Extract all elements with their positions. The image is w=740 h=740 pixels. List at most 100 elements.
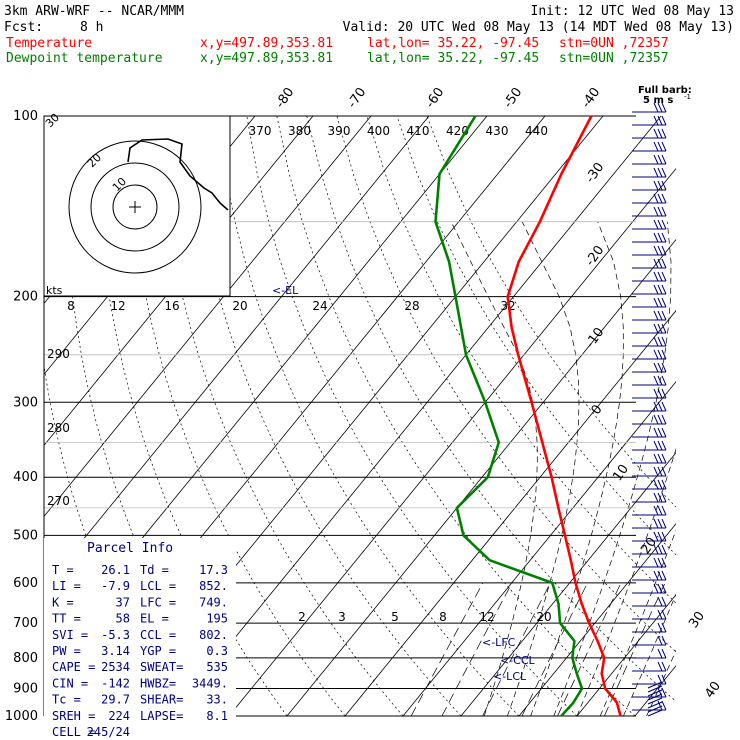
wind-barb-flag [657, 700, 663, 711]
dry-adiabat-0 [186, 116, 462, 716]
wind-barb-flag [657, 141, 663, 152]
parcel-row-5-col-0: PW = [52, 644, 81, 658]
temp-legend-xy: x,y=497.89,353.81 [200, 36, 333, 51]
wind-barb-flag [661, 505, 667, 516]
isotherm--100 [44, 116, 372, 518]
wind-barb-flag [661, 440, 667, 451]
el-marker: <-EL [272, 284, 299, 297]
wind-barb-flag [653, 180, 659, 191]
wind-barb-flag [657, 401, 663, 412]
wind-barb-flag [657, 362, 663, 373]
parcel-row-2-col-0: K = [52, 595, 74, 609]
wind-barb-flag [661, 310, 667, 321]
pressure-tick-600: 600 [13, 576, 38, 591]
wind-barb-flag [657, 648, 663, 659]
wind-barb-flag [661, 635, 667, 646]
wind-barb-flag [661, 349, 667, 360]
parcel-row-6-col-3: 535 [206, 660, 228, 674]
wind-barb-flag [653, 427, 659, 438]
parcel-row-8-col-3: 33. [206, 693, 228, 707]
isotherm-label-top--50: -50 [501, 85, 525, 111]
wind-barb-flag [661, 544, 667, 555]
wind-barb-flag [661, 609, 667, 620]
wind-barb-flag [657, 271, 663, 282]
wind-barb-flag [657, 154, 663, 165]
pressure-tick-200: 200 [13, 290, 38, 305]
moist-adiabat-12 [530, 221, 624, 716]
wind-barb-flag [661, 258, 667, 269]
isotherm--30 [286, 239, 676, 716]
wind-barb-flag [661, 583, 667, 594]
parcel-row-1-col-1: -7.9 [101, 579, 130, 593]
wind-barb-flag [657, 167, 663, 178]
parcel-row-7-col-0: CIN = [52, 676, 88, 690]
theta-e-label-410: 410 [407, 124, 430, 138]
wind-barb-flag [661, 401, 667, 412]
parcel-row-7-col-1: -142 [101, 676, 130, 690]
wind-barb-flag [653, 297, 659, 308]
theta-e-label-370: 370 [249, 124, 272, 138]
wind-barb-flag [653, 336, 659, 347]
parcel-row-6-col-2: SWEAT= [140, 660, 183, 674]
theta-label-270: 270 [47, 494, 70, 508]
wind-barb-flag [661, 687, 667, 698]
wind-barb-flag [661, 518, 667, 529]
wind-barb-flag [661, 388, 667, 399]
mixing-ratio-2 [410, 582, 484, 716]
parcel-row-1-col-2: LCL = [140, 579, 176, 593]
wind-barb-flag [657, 687, 663, 698]
wind-barb-flag [661, 336, 667, 347]
wind-barb-flag [661, 596, 667, 607]
parcel-row-7-col-3: 3449. [192, 676, 228, 690]
isotherm-10 [518, 523, 676, 716]
isotherm-label-top--70: -70 [345, 85, 369, 111]
wind-barb-flag [657, 596, 663, 607]
moist-adiabat-24 [599, 529, 676, 716]
mixing-label-lower-12: 12 [479, 610, 494, 624]
wind-barb-flag [661, 648, 667, 659]
temp-legend-stn: stn=0UN ,72357 [559, 36, 669, 51]
wind-barb-flag [657, 453, 663, 464]
wind-barb-flag [653, 284, 659, 295]
isotherm--110 [44, 116, 314, 447]
wind-barb-flag [661, 271, 667, 282]
wind-barb-flag [653, 141, 659, 152]
wind-barb-flag [657, 193, 663, 204]
wind-barb-flag [661, 297, 667, 308]
wind-barb-flag [657, 414, 663, 425]
wind-barb-flag [657, 505, 663, 516]
parcel-row-9-col-1: 224 [108, 709, 130, 723]
wind-barb-flag [661, 180, 667, 191]
fcst-value: 8 h [80, 20, 103, 35]
mixing-ratio-5 [482, 582, 551, 716]
parcel-row-10-col-1: 245/24 [87, 725, 130, 739]
dry-adiabat-20 [246, 116, 578, 716]
moist-adiabat-8 [507, 221, 580, 716]
wind-barb-flag [661, 453, 667, 464]
wind-barb-low [647, 693, 663, 701]
dry-adiabat-50 [336, 116, 676, 653]
pressure-tick-500: 500 [13, 528, 38, 543]
wind-barb-flag [653, 453, 659, 464]
hodograph-frame [43, 115, 231, 297]
pressure-tick-1000: 1000 [5, 709, 38, 724]
mixing-label-upper-16: 16 [164, 299, 179, 313]
wind-barb-flag [653, 505, 659, 516]
wind-barb-flag [657, 102, 663, 113]
parcel-row-8-col-1: 29.7 [101, 693, 130, 707]
parcel-row-5-col-1: 3.14 [101, 644, 130, 658]
isotherm-label-right-40: 40 [702, 679, 724, 701]
model-title: 3km ARW-WRF -- NCAR/MMM [4, 4, 184, 19]
wind-barb-flag [653, 349, 659, 360]
hodograph-ring-10 [112, 184, 158, 230]
dew-legend-xy: x,y=497.89,353.81 [200, 51, 333, 66]
init-time: Init: 12 UTC Wed 08 May 13 [531, 4, 735, 19]
wind-barb-flag [653, 362, 659, 373]
moist-adiabat-4 [450, 221, 538, 716]
wind-barb-flag [653, 232, 659, 243]
wind-barb-flag [661, 427, 667, 438]
wind-barb-flag [661, 466, 667, 477]
mixing-label-lower-5: 5 [391, 610, 399, 624]
